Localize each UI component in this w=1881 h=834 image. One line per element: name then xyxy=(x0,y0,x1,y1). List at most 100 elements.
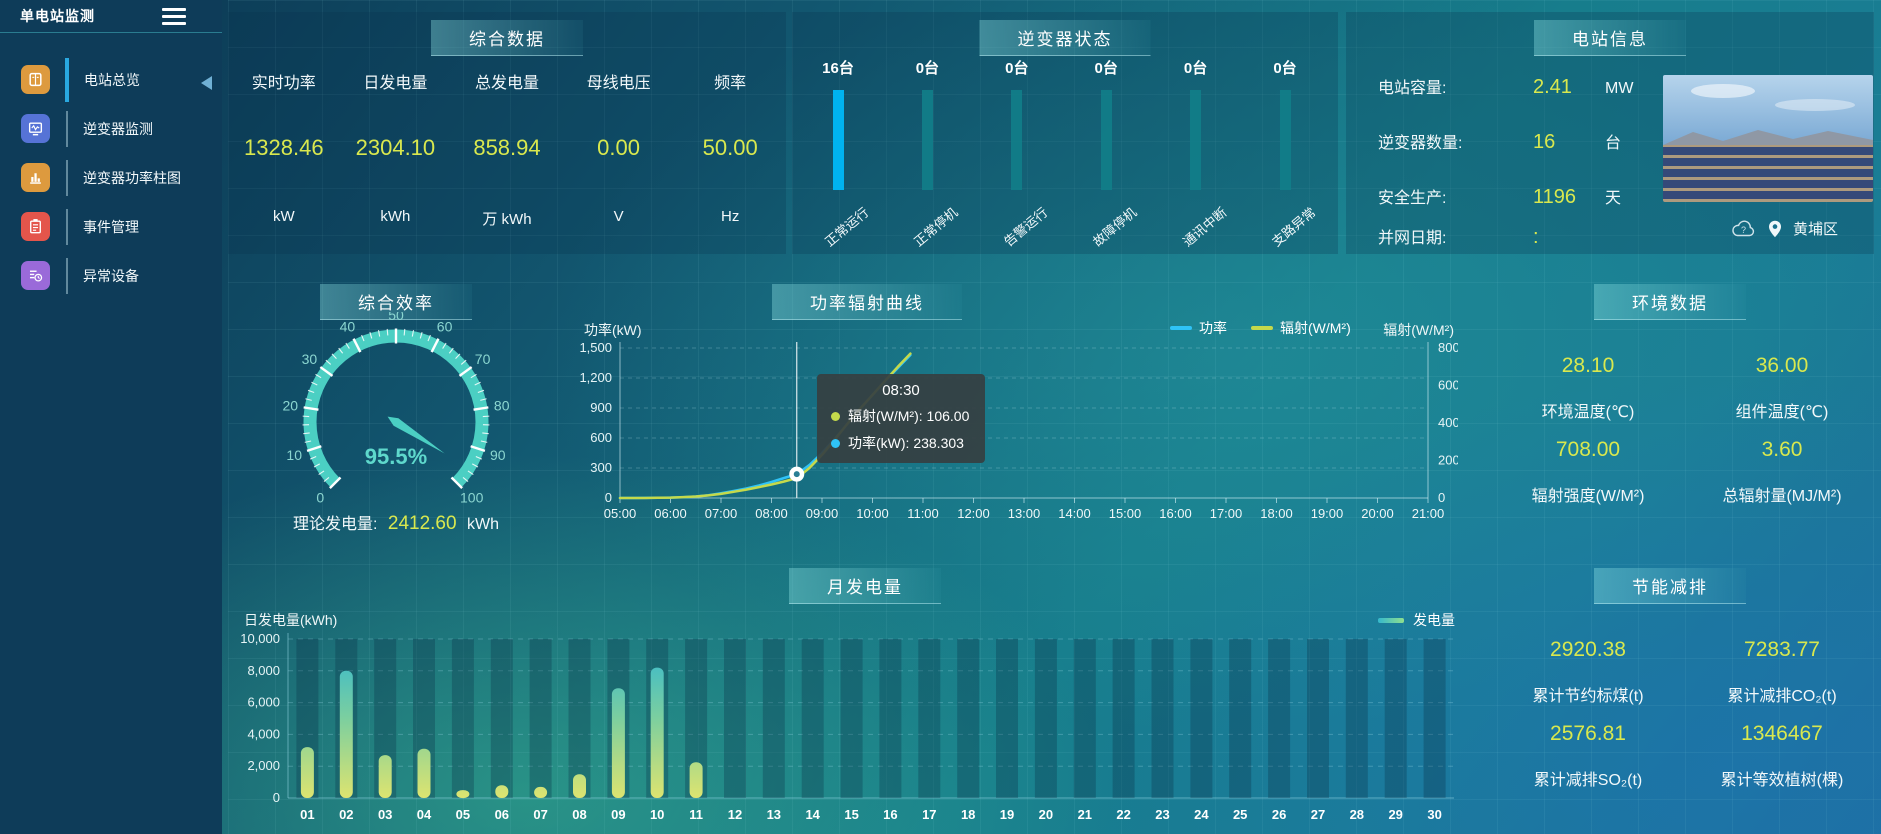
stat-value: 3.60 xyxy=(1761,438,1803,461)
panel-power-radiation: 功率辐射曲线 功率(kW) 辐射(W/M²) 功率 辐射(W/M²) 0 300 60… xyxy=(570,276,1458,552)
menu-item-separator xyxy=(65,57,69,102)
inverter-count: 0台 xyxy=(915,60,940,77)
svg-text:19: 19 xyxy=(1000,807,1014,822)
chart-tooltip: 08:30 辐射(W/M²): 106.00 功率(kW): 238.303 xyxy=(817,374,985,463)
chart-legend: 功率 辐射(W/M²) xyxy=(1170,318,1351,338)
inverter-count: 16台 xyxy=(822,60,854,77)
station-info-row: 并网日期: : xyxy=(1378,224,1605,249)
svg-text:18: 18 xyxy=(961,807,975,822)
panel-title: 节能减排 xyxy=(1594,568,1746,604)
inverter-state-label: 正常运行 xyxy=(821,204,872,250)
svg-text:23: 23 xyxy=(1155,807,1169,822)
hamburger-menu-icon[interactable] xyxy=(162,7,186,25)
tooltip-series-dot xyxy=(831,438,840,448)
svg-text:15:00: 15:00 xyxy=(1109,506,1142,521)
sidebar-item-2[interactable]: 逆变器监测 xyxy=(0,104,222,153)
sidebar-item-1[interactable]: 电站总览 xyxy=(0,55,222,104)
svg-text:21:00: 21:00 xyxy=(1412,506,1445,521)
svg-text:10: 10 xyxy=(650,807,664,822)
panel-title: 月发电量 xyxy=(789,568,941,604)
station-row-label: 并网日期: xyxy=(1378,230,1447,247)
summary-metrics: 实时功率 1328.46 kW 日发电量 2304.10 kWh 总发电量 858.94 万 k… xyxy=(228,12,786,254)
svg-text:08: 08 xyxy=(572,807,586,822)
summary-metric: 实时功率 1328.46 kW xyxy=(228,12,340,254)
legend-item[interactable]: 功率 xyxy=(1170,318,1227,338)
abnormal-device-icon xyxy=(21,261,50,290)
svg-text:200: 200 xyxy=(1438,453,1458,468)
metric-label: 总发电量 xyxy=(474,75,539,92)
panel-title: 综合效率 xyxy=(320,284,472,320)
svg-text:50: 50 xyxy=(388,312,404,323)
menu-item-separator xyxy=(66,208,68,245)
svg-text:05:00: 05:00 xyxy=(604,506,637,521)
svg-text:10,000: 10,000 xyxy=(240,631,280,646)
sidebar-collapse-arrow[interactable] xyxy=(201,76,212,90)
svg-text:09: 09 xyxy=(611,807,625,822)
sidebar-item-4[interactable]: 事件管理 xyxy=(0,202,222,251)
svg-text:20: 20 xyxy=(283,397,299,413)
sidebar-item-label: 逆变器监测 xyxy=(83,120,153,137)
svg-text:8,000: 8,000 xyxy=(247,663,280,678)
svg-text:13:00: 13:00 xyxy=(1008,506,1041,521)
svg-text:06:00: 06:00 xyxy=(654,506,687,521)
stat-value: 1346467 xyxy=(1741,722,1823,745)
theoretical-energy-row: 理论发电量: 2412.60 kWh xyxy=(228,510,564,535)
inverter-bar xyxy=(1100,90,1112,190)
chart-legend[interactable]: 发电量 xyxy=(1378,610,1455,630)
station-row-value: 2.41 xyxy=(1533,76,1572,98)
station-info-row: 安全生产: 1196 天 xyxy=(1378,184,1621,209)
metric-unit: 万 kWh xyxy=(482,211,532,228)
metric-unit: Hz xyxy=(721,208,740,225)
svg-text:26: 26 xyxy=(1272,807,1286,822)
inverter-state-label: 支路异常 xyxy=(1268,204,1319,250)
tooltip-text: 功率(kW): 238.303 xyxy=(848,435,964,451)
legend-label: 功率 xyxy=(1199,320,1227,336)
metric-unit: V xyxy=(613,208,624,225)
svg-text:20: 20 xyxy=(1039,807,1053,822)
inverter-bar xyxy=(921,90,933,190)
stat-label: 累计等效植树(棵) xyxy=(1720,772,1844,789)
sidebar-item-3[interactable]: 逆变器功率柱图 xyxy=(0,153,222,202)
stat-label: 累计减排CO₂(t) xyxy=(1727,688,1837,705)
right-axis-title: 辐射(W/M²) xyxy=(1383,322,1454,338)
sidebar-menu: 电站总览逆变器监测逆变器功率柱图 事件管理 异常设备 xyxy=(0,33,222,300)
power-radiation-chart[interactable]: 0 300 600 900 1,200 1,500 0 200 400 600 800 05:00 06… xyxy=(570,276,1458,552)
svg-text:6,000: 6,000 xyxy=(247,695,280,710)
legend-marker xyxy=(1251,326,1273,330)
svg-text:400: 400 xyxy=(1438,415,1458,430)
svg-text:11: 11 xyxy=(689,807,703,822)
sidebar-item-5[interactable]: 异常设备 xyxy=(0,251,222,300)
station-info-row: 逆变器数量: 16 台 xyxy=(1378,129,1621,154)
power-bars-icon xyxy=(21,163,50,192)
svg-text:21: 21 xyxy=(1078,807,1092,822)
svg-text:12: 12 xyxy=(728,807,742,822)
station-info-rows: 电站容量: 2.41 MW 逆变器数量: 16 台安全生产: 1196 天并网日期: : xyxy=(1346,12,1874,254)
svg-text:05: 05 xyxy=(456,807,470,822)
metric-unit: kWh xyxy=(380,208,411,225)
station-row-value: 1196 xyxy=(1533,186,1577,208)
stat-label: 环境温度(℃) xyxy=(1541,404,1635,421)
monthly-energy-chart[interactable]: 0 2,000 4,000 6,000 8,000 10,000 01 02 03 04 05 06 0… xyxy=(228,560,1458,834)
svg-text:06: 06 xyxy=(495,807,509,822)
svg-text:900: 900 xyxy=(590,400,612,415)
svg-text:20:00: 20:00 xyxy=(1361,506,1394,521)
svg-text:14:00: 14:00 xyxy=(1058,506,1091,521)
event-manage-icon xyxy=(21,212,50,241)
station-row-value: 16 xyxy=(1533,131,1556,153)
legend-item[interactable]: 辐射(W/M²) xyxy=(1251,318,1351,338)
svg-text:04: 04 xyxy=(417,807,432,822)
svg-text:08:00: 08:00 xyxy=(755,506,788,521)
svg-text:03: 03 xyxy=(378,807,392,822)
svg-text:4,000: 4,000 xyxy=(247,726,280,741)
metric-value: 858.94 xyxy=(473,135,541,160)
weather-cloud-icon[interactable]: ? xyxy=(1731,220,1757,238)
svg-text:0: 0 xyxy=(273,790,280,805)
inverter-state-label: 正常停机 xyxy=(911,204,961,250)
svg-text:90: 90 xyxy=(490,447,506,463)
theoretical-unit: kWh xyxy=(467,516,500,533)
tooltip-series-dot xyxy=(831,411,840,421)
station-info-row: 电站容量: 2.41 MW xyxy=(1378,74,1633,99)
svg-text:10: 10 xyxy=(286,447,302,463)
stat-value: 7283.77 xyxy=(1744,638,1820,661)
